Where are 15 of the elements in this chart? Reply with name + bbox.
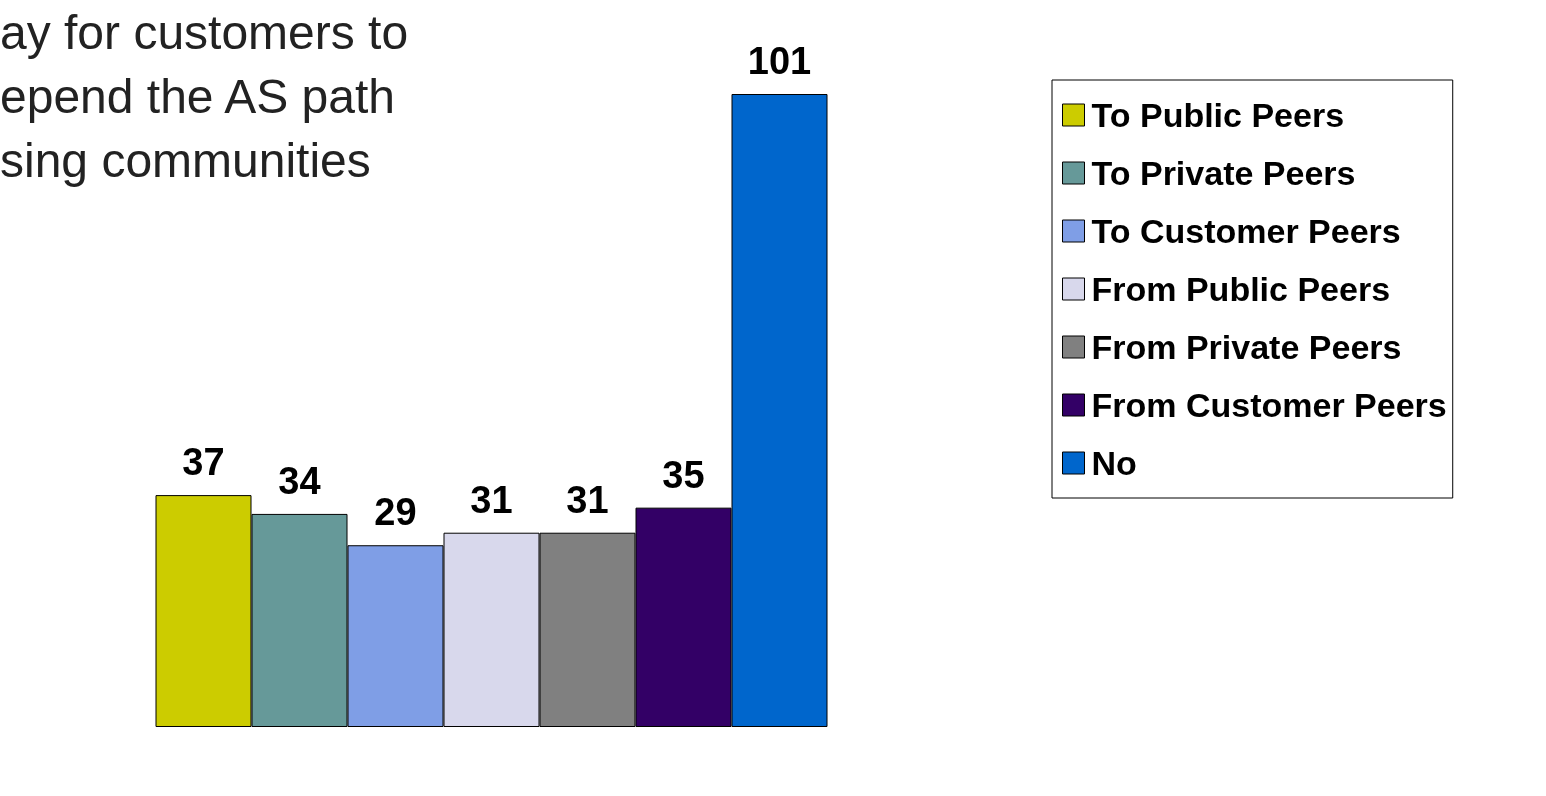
chart-title: ay for customers to epend the AS path sing communities <box>0 5 409 187</box>
data-label: 35 <box>662 453 705 496</box>
data-label: 34 <box>278 459 321 502</box>
legend-label: To Customer Peers <box>1091 212 1401 250</box>
legend-label: No <box>1091 444 1137 482</box>
data-label: 31 <box>566 478 609 521</box>
legend-label: From Public Peers <box>1091 270 1391 308</box>
data-label: 37 <box>182 441 225 484</box>
data-label: 29 <box>374 491 417 534</box>
legend-label: To Private Peers <box>1091 154 1356 192</box>
legend-label: To Public Peers <box>1091 96 1345 134</box>
legend-label: From Customer Peers <box>1091 386 1447 424</box>
legend-label: From Private Peers <box>1091 328 1402 366</box>
data-label: 31 <box>470 478 513 521</box>
data-label: 101 <box>747 40 812 82</box>
